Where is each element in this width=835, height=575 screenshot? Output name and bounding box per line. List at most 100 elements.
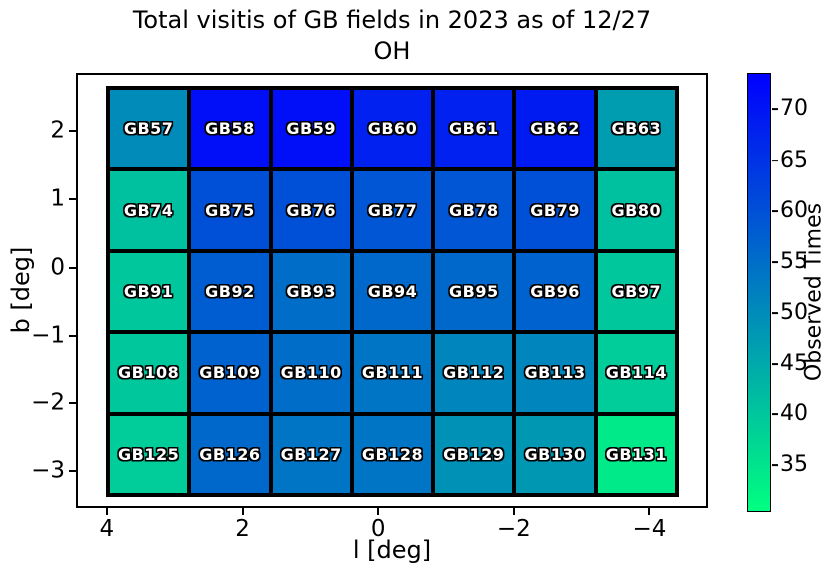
heatmap-cell: GB63 xyxy=(595,88,677,170)
colorbar-tick-mark xyxy=(771,261,778,263)
heatmap-cell: GB97 xyxy=(595,250,677,333)
heatmap-cell: GB61 xyxy=(433,88,515,170)
heatmap-cell-label: GB131 xyxy=(605,444,667,464)
heatmap-cell-label: GB95 xyxy=(448,281,499,301)
y-tick-mark xyxy=(69,470,76,473)
heatmap-cell-label: GB112 xyxy=(443,363,505,383)
chart-subtitle: OH xyxy=(373,37,411,65)
heatmap-cell-label: GB110 xyxy=(280,363,342,383)
heatmap-cell: GB112 xyxy=(433,332,515,414)
heatmap-cell-label: GB60 xyxy=(367,119,418,139)
colorbar-label: Observed Times xyxy=(801,202,827,382)
heatmap-cell: GB59 xyxy=(270,88,352,170)
heatmap-cell: GB109 xyxy=(189,332,271,414)
y-tick-mark xyxy=(69,335,76,338)
heatmap-cell-label: GB57 xyxy=(123,119,174,139)
heatmap-cell: GB125 xyxy=(108,413,190,495)
y-tick-mark xyxy=(69,130,76,133)
y-axis-label: b [deg] xyxy=(7,246,35,334)
heatmap-cell-label: GB97 xyxy=(611,281,662,301)
heatmap-cell-label: GB78 xyxy=(448,200,499,220)
heatmap-cell-label: GB127 xyxy=(280,444,342,464)
heatmap-cell-label: GB93 xyxy=(286,281,336,301)
heatmap-cell-label: GB92 xyxy=(205,281,255,301)
heatmap-cell: GB80 xyxy=(595,169,677,251)
colorbar-tick-label: 50 xyxy=(780,300,808,326)
y-tick-mark xyxy=(69,266,76,269)
heatmap-grid: GB57 GB58 GB59 GB60 GB61 GB62 GB63 GB74 GB75 GB76… xyxy=(106,86,679,497)
plot-area: GB57 GB58 GB59 GB60 GB61 GB62 GB63 GB74 GB75 GB76… xyxy=(31,73,708,542)
x-tick-mark xyxy=(648,508,651,515)
heatmap-cell: GB113 xyxy=(514,332,596,414)
colorbar-tick-label: 60 xyxy=(780,198,808,224)
heatmap-cell-label: GB111 xyxy=(361,363,424,383)
heatmap-cell-label: GB91 xyxy=(123,281,174,301)
x-tick-mark xyxy=(241,508,244,515)
x-tick-mark xyxy=(512,508,515,515)
heatmap-cell-label: GB80 xyxy=(611,200,662,220)
heatmap-cell: GB127 xyxy=(270,413,352,495)
colorbar-tick-label: 55 xyxy=(780,248,808,274)
colorbar-tick-mark xyxy=(771,108,778,111)
x-axis-label: l [deg] xyxy=(352,536,432,564)
y-tick-mark xyxy=(69,198,76,201)
x-tick-label: 4 xyxy=(99,516,115,542)
colorbar-tick-label: 65 xyxy=(780,147,808,173)
heatmap-cell: GB57 xyxy=(108,88,190,170)
heatmap-cell: GB111 xyxy=(351,332,434,414)
heatmap-cell: GB95 xyxy=(433,250,515,333)
heatmap-cell: GB94 xyxy=(351,250,434,333)
colorbar-tick-mark xyxy=(771,464,778,467)
x-tick-mark xyxy=(105,508,108,515)
heatmap-cell: GB96 xyxy=(514,250,596,333)
heatmap-cell: GB129 xyxy=(433,413,515,495)
x-tick-mark xyxy=(377,508,380,515)
colorbar-tick-label: 35 xyxy=(780,452,808,478)
heatmap-cell-label: GB96 xyxy=(530,281,580,301)
heatmap-cell-label: GB62 xyxy=(530,119,580,139)
heatmap-cell: GB75 xyxy=(189,169,271,251)
colorbar-tick-mark xyxy=(771,312,778,314)
heatmap-cell: GB128 xyxy=(351,413,434,495)
heatmap-cell-label: GB63 xyxy=(611,119,662,139)
heatmap-cell: GB126 xyxy=(189,413,271,495)
heatmap-cell-label: GB126 xyxy=(199,444,261,464)
heatmap-cell: GB60 xyxy=(351,88,434,170)
chart-title: Total visitis of GB fields in 2023 as of… xyxy=(132,6,652,34)
y-tick-label: −3 xyxy=(31,457,65,484)
heatmap-cell-label: GB74 xyxy=(123,200,174,220)
y-tick-mark xyxy=(69,401,76,404)
heatmap-cell: GB108 xyxy=(108,332,190,414)
colorbar-tick-label: 45 xyxy=(780,350,808,376)
heatmap-cell-label: GB129 xyxy=(443,444,505,464)
heatmap-cell-label: GB61 xyxy=(448,119,499,139)
heatmap-cell-label: GB76 xyxy=(286,200,336,220)
heatmap-cell-label: GB75 xyxy=(205,200,255,220)
heatmap-cell: GB114 xyxy=(595,332,677,414)
heatmap-cell: GB62 xyxy=(514,88,596,170)
colorbar-tick-label: 40 xyxy=(780,401,808,427)
heatmap-cell-label: GB114 xyxy=(605,363,667,383)
x-tick-label: −4 xyxy=(632,516,667,542)
heatmap-cell-label: GB128 xyxy=(361,444,424,464)
colorbar-tick-mark xyxy=(771,362,778,365)
heatmap-cell-label: GB58 xyxy=(205,119,255,139)
heatmap-cell-label: GB130 xyxy=(524,444,586,464)
heatmap-cell: GB78 xyxy=(433,169,515,251)
colorbar-tick-label: 70 xyxy=(780,96,808,122)
y-tick-label: 2 xyxy=(50,117,65,144)
heatmap-cell-label: GB113 xyxy=(524,363,586,383)
colorbar-tick-mark xyxy=(771,210,778,213)
heatmap-cell-label: GB109 xyxy=(199,363,261,383)
heatmap-cell-label: GB108 xyxy=(118,363,180,383)
heatmap-cell-label: GB79 xyxy=(530,200,580,220)
heatmap-cell: GB92 xyxy=(189,250,271,333)
heatmap-cell: GB110 xyxy=(270,332,352,414)
x-tick-label: −2 xyxy=(496,516,531,542)
x-tick-label: 0 xyxy=(370,516,386,542)
heatmap-cell-label: GB77 xyxy=(367,200,418,220)
heatmap-cell-label: GB59 xyxy=(286,119,336,139)
heatmap-cell-label: GB94 xyxy=(367,281,418,301)
y-tick-label: 1 xyxy=(50,185,65,212)
